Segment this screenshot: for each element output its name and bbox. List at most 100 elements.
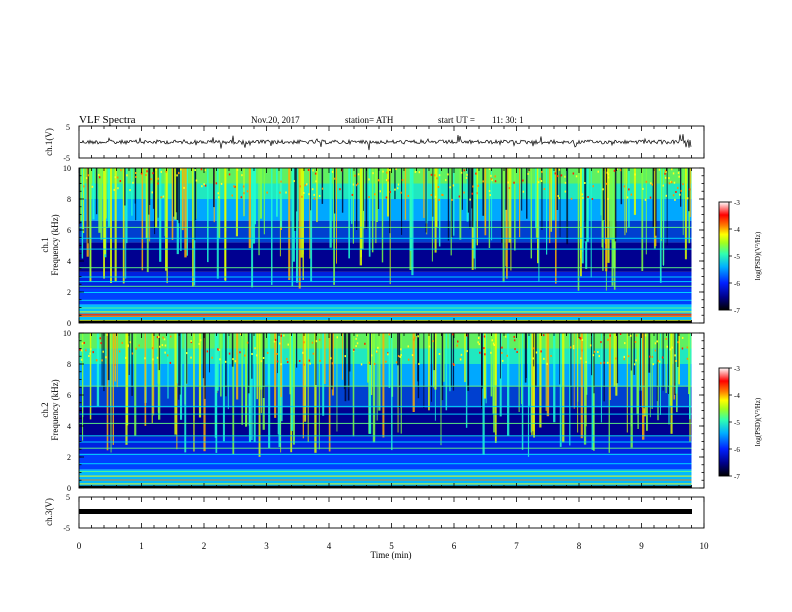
spectrogram-speckle xyxy=(298,360,301,362)
spectrogram-streak xyxy=(141,168,144,271)
spectrogram-speckle xyxy=(155,168,157,171)
spectrogram-dark-streak xyxy=(648,333,651,373)
spectrogram-speckle xyxy=(190,356,192,359)
spectrogram-streak xyxy=(361,168,364,249)
spectrogram-streak xyxy=(615,333,618,396)
spectrogram-speckle xyxy=(572,347,575,350)
spectrogram-streak xyxy=(531,333,533,436)
spectrogram-speckle xyxy=(654,342,657,345)
spectrogram-streak xyxy=(397,333,399,433)
spectrogram-speckle xyxy=(407,345,409,348)
spectrogram-speckle xyxy=(581,338,584,341)
spectrogram-streak xyxy=(309,168,311,259)
spectrogram-dark-streak xyxy=(365,168,368,229)
spectrogram-speckle xyxy=(162,336,164,339)
spectrogram-streak xyxy=(539,333,542,428)
spectrogram-band xyxy=(79,220,692,243)
spectrogram-streak xyxy=(328,333,331,452)
spectrogram-speckle xyxy=(441,193,443,196)
y-tick-label: 0 xyxy=(67,484,71,493)
spectrogram-speckle xyxy=(95,359,98,362)
spectrogram-base xyxy=(79,320,692,323)
spectrogram-dark-streak xyxy=(331,333,333,390)
spectrogram-speckle xyxy=(449,186,451,189)
spectrogram-streak xyxy=(243,168,245,217)
spectrogram-band xyxy=(79,364,692,386)
spectrogram-speckle xyxy=(399,355,401,358)
spectrogram-speckle xyxy=(582,196,584,199)
spectrogram-speckle xyxy=(460,171,463,174)
spectrogram-speckle xyxy=(101,359,103,362)
spectrogram-streak xyxy=(445,333,448,411)
spectrogram-band xyxy=(79,407,692,437)
spectrogram-speckle xyxy=(312,352,315,355)
spectrogram-speckle xyxy=(198,343,200,345)
spectrogram-dark-streak xyxy=(131,333,133,396)
colorbar-tick-label: -7 xyxy=(734,473,740,481)
spectrogram-streak xyxy=(545,333,547,411)
spectrogram-streak xyxy=(684,168,687,260)
ch3-waveform-ticks xyxy=(78,497,705,528)
spectrogram-band xyxy=(79,199,692,221)
spectrogram-streak xyxy=(207,168,209,263)
spectrogram-streak xyxy=(370,333,373,395)
spectrogram-speckle xyxy=(673,181,676,184)
spectrogram-speckle xyxy=(129,189,131,192)
colorbar-tick-label: -6 xyxy=(734,446,740,454)
ch3-waveform-trace xyxy=(79,509,692,514)
spectrogram-band xyxy=(79,168,692,184)
spectrogram-streak xyxy=(434,333,437,390)
ch3-ytick-top: 5 xyxy=(66,493,70,502)
spectrogram-streak xyxy=(453,168,455,236)
spectrogram-speckle xyxy=(650,182,652,185)
spectrogram-speckle xyxy=(159,345,161,348)
spectrogram-speckle xyxy=(135,347,137,350)
header-station: station= ATH xyxy=(345,115,394,125)
spectrogram-dark-streak xyxy=(533,333,535,367)
spectrogram-dark-streak xyxy=(423,333,425,409)
spectrogram-streak xyxy=(440,333,442,446)
spectrogram-streak xyxy=(600,333,602,423)
x-tick-label: 4 xyxy=(327,541,332,551)
spectrogram-dark-streak xyxy=(526,168,528,219)
spectrogram-dark-streak xyxy=(566,168,569,245)
spectrogram-streak xyxy=(276,168,278,217)
spectrogram-streak xyxy=(675,333,678,394)
spectrogram-speckle xyxy=(516,351,518,353)
spectrogram-streak xyxy=(82,333,84,418)
spectrogram-speckle xyxy=(144,357,146,360)
spectrogram-streak xyxy=(610,168,612,240)
spectrogram-dark-streak xyxy=(377,168,380,209)
spectrogram-speckle xyxy=(121,341,123,344)
spectrogram-speckle xyxy=(331,170,334,173)
spectrogram-streak xyxy=(613,333,616,387)
spectrogram-streak xyxy=(538,168,540,282)
ch2-ylabel-frequency: Frequency (kHz) xyxy=(50,379,60,440)
spectrogram-streak xyxy=(79,168,82,222)
spectrogram-speckle xyxy=(682,183,684,186)
spectrogram-speckle xyxy=(554,172,556,175)
spectrogram-speckle xyxy=(311,341,314,344)
spectrogram-speckle xyxy=(533,347,535,350)
spectrogram-streak xyxy=(176,333,178,450)
spectrogram-streak xyxy=(126,168,128,244)
spectrogram-streak xyxy=(98,168,101,233)
spectrogram-speckle xyxy=(372,172,374,175)
spectrogram-dark-streak xyxy=(103,333,105,392)
spectrogram-speckle xyxy=(201,185,203,188)
spectrogram-speckle xyxy=(626,196,629,199)
spectrogram-streak xyxy=(186,168,188,256)
spectrogram-speckle xyxy=(279,191,281,194)
spectrogram-speckle xyxy=(315,180,317,183)
spectrogram-streak xyxy=(660,333,661,415)
spectrogram-streak xyxy=(298,168,301,289)
spectrogram-streak xyxy=(110,333,112,453)
spectrogram-speckle xyxy=(452,184,455,187)
x-tick-label: 9 xyxy=(639,541,644,551)
spectrogram-dark-streak xyxy=(652,168,655,228)
spectrogram-speckle xyxy=(99,337,101,340)
spectrogram-dark-streak xyxy=(128,333,130,375)
spectrogram-streak xyxy=(388,333,391,388)
spectrogram-speckle xyxy=(483,347,485,350)
spectrogram-streak xyxy=(342,333,343,380)
